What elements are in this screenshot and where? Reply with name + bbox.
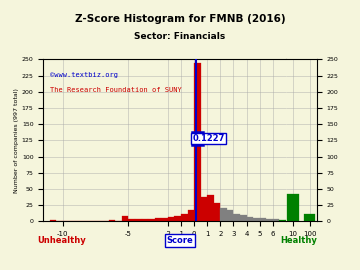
Bar [287,194,298,221]
Bar [266,220,273,221]
Text: Score: Score [167,236,193,245]
Bar [155,218,161,221]
Bar [135,220,141,221]
Bar [109,220,115,221]
Bar [233,214,240,221]
Bar [194,63,201,221]
Bar [122,216,129,221]
Text: ©www.textbiz.org: ©www.textbiz.org [50,72,118,78]
Text: Sector: Financials: Sector: Financials [134,32,226,41]
Text: 0.1227: 0.1227 [192,134,225,143]
Bar [174,215,181,221]
Bar [286,220,292,221]
Bar [181,214,188,221]
Bar [161,218,168,221]
Bar [129,220,135,221]
Bar [50,220,56,221]
Bar [304,214,315,221]
Bar [227,210,233,221]
Bar [292,220,299,221]
Bar [279,220,286,221]
Bar [253,218,260,221]
Text: Z-Score Histogram for FMNB (2016): Z-Score Histogram for FMNB (2016) [75,14,285,23]
Bar [240,215,247,221]
Y-axis label: Number of companies (997 total): Number of companies (997 total) [14,88,19,193]
Bar [260,218,266,221]
Text: Healthy: Healthy [280,236,317,245]
Bar [188,210,194,221]
Bar [299,220,306,221]
Text: Unhealthy: Unhealthy [37,236,86,245]
Bar [214,203,220,221]
Bar [141,219,148,221]
Bar [247,217,253,221]
Bar [220,208,227,221]
Bar [201,197,207,221]
Bar [168,217,174,221]
Text: The Research Foundation of SUNY: The Research Foundation of SUNY [50,87,182,93]
Bar [273,220,279,221]
Bar [148,219,155,221]
Bar [207,195,214,221]
